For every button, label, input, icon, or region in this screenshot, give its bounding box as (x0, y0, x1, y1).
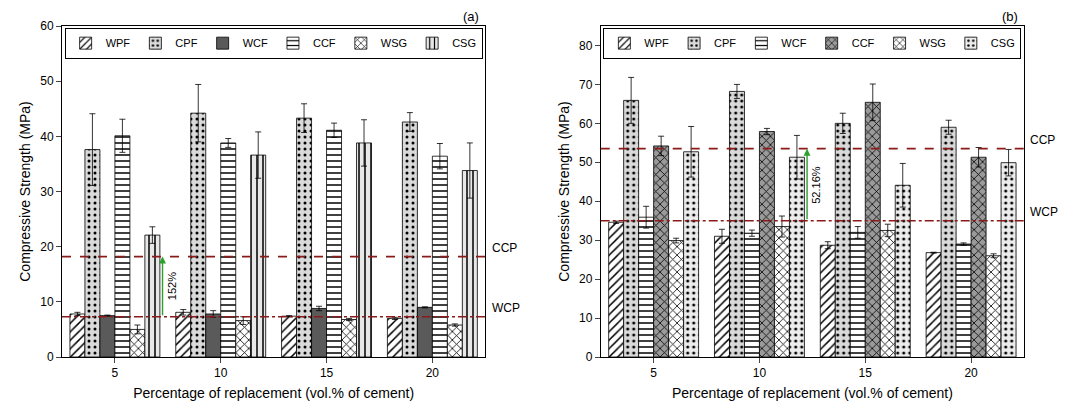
svg-text:WCF: WCF (243, 37, 268, 49)
svg-text:80: 80 (579, 39, 593, 53)
svg-text:50: 50 (579, 155, 593, 169)
svg-text:WPF: WPF (106, 37, 131, 49)
svg-text:CSG: CSG (452, 37, 476, 49)
svg-text:Percentage of replacement (vol: Percentage of replacement (vol.% of ceme… (672, 385, 953, 401)
svg-text:0: 0 (586, 350, 593, 364)
svg-text:(a): (a) (463, 9, 479, 24)
svg-text:5: 5 (650, 366, 657, 380)
svg-text:20: 20 (579, 272, 593, 286)
svg-text:WCP: WCP (1030, 205, 1058, 219)
svg-text:10: 10 (214, 366, 228, 380)
svg-text:WSG: WSG (381, 37, 407, 49)
svg-text:Compressive Strength (MPa): Compressive Strength (MPa) (17, 101, 33, 282)
svg-text:WPF: WPF (644, 37, 669, 49)
svg-text:30: 30 (579, 233, 593, 247)
svg-text:CCF: CCF (313, 37, 336, 49)
svg-text:20: 20 (426, 366, 440, 380)
svg-text:WCP: WCP (492, 301, 520, 315)
svg-text:(b): (b) (1002, 9, 1018, 24)
svg-text:0: 0 (47, 350, 54, 364)
svg-text:60: 60 (40, 19, 54, 33)
svg-text:WSG: WSG (920, 37, 946, 49)
svg-text:70: 70 (579, 78, 593, 92)
svg-text:5: 5 (112, 366, 119, 380)
svg-text:40: 40 (40, 130, 54, 144)
svg-text:10: 10 (579, 311, 593, 325)
svg-text:15: 15 (859, 366, 873, 380)
svg-text:40: 40 (579, 194, 593, 208)
svg-text:30: 30 (40, 185, 54, 199)
svg-text:52.16%: 52.16% (810, 166, 822, 204)
svg-text:20: 20 (40, 240, 54, 254)
svg-text:Compressive Strength (MPa): Compressive Strength (MPa) (556, 101, 572, 282)
svg-text:CPF: CPF (175, 37, 197, 49)
svg-text:20: 20 (964, 366, 978, 380)
svg-text:60: 60 (579, 117, 593, 131)
svg-text:CCP: CCP (1030, 133, 1055, 147)
svg-text:10: 10 (40, 295, 54, 309)
svg-text:CSG: CSG (991, 37, 1015, 49)
svg-text:10: 10 (753, 366, 767, 380)
svg-text:CCP: CCP (492, 241, 517, 255)
svg-text:CPF: CPF (714, 37, 736, 49)
svg-text:WCF: WCF (781, 37, 806, 49)
svg-text:50: 50 (40, 74, 54, 88)
svg-text:15: 15 (320, 366, 334, 380)
svg-text:152%: 152% (166, 272, 178, 300)
svg-text:CCF: CCF (852, 37, 875, 49)
svg-text:Percentage of replacement (vol: Percentage of replacement (vol.% of ceme… (133, 385, 414, 401)
